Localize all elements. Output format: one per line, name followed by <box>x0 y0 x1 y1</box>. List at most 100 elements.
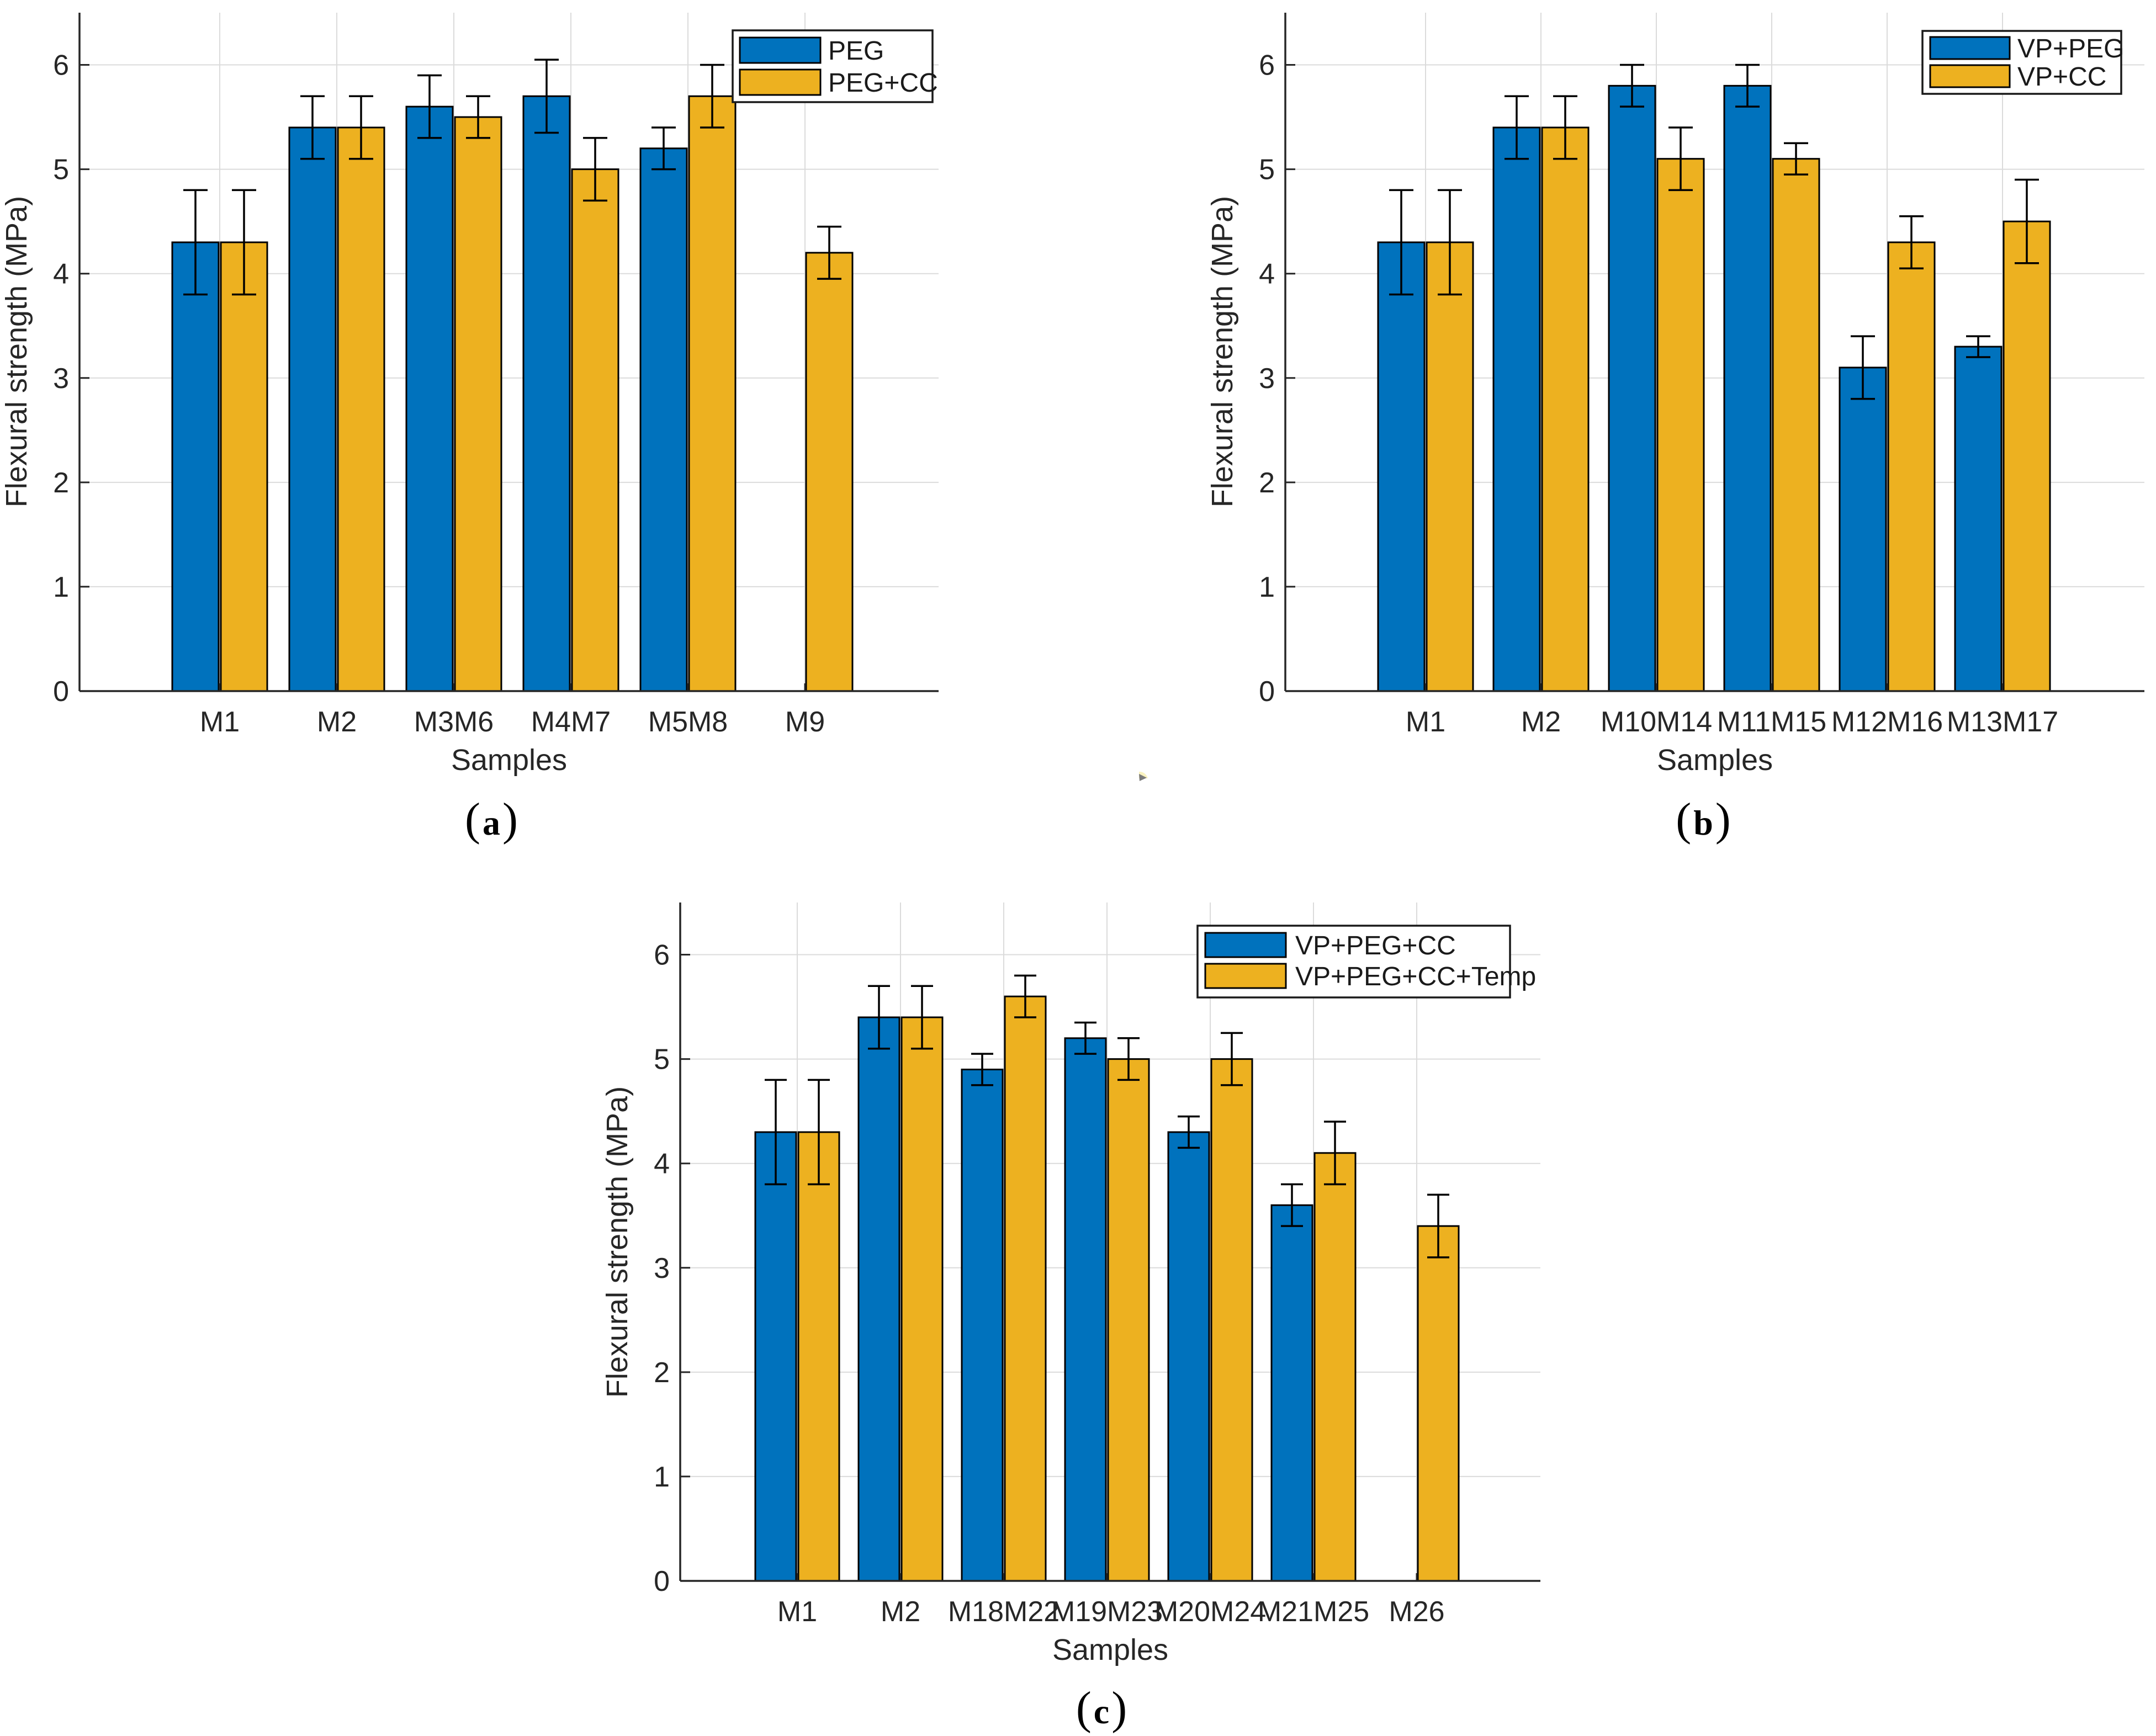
bar-PEG-M3M6 <box>405 105 454 692</box>
caption-a-close: ) <box>502 794 518 845</box>
bar-VP+PEG+CC-M18M22 <box>961 1069 1004 1582</box>
error-bar <box>808 1079 830 1186</box>
error-bar <box>1620 63 1644 108</box>
error-bar <box>1074 1021 1096 1055</box>
error-bar <box>1324 1121 1346 1186</box>
error-bar <box>700 63 724 129</box>
error-bar <box>1389 189 1413 296</box>
error-bar <box>1899 215 1924 269</box>
y-tick-label: 0 <box>53 676 69 708</box>
error-bar <box>183 189 208 296</box>
y-tick-label: 1 <box>654 1461 670 1493</box>
category-label: M4M7 <box>531 706 611 738</box>
legend-label: VP+PEG+CC+Temp <box>1295 962 1536 991</box>
bar-VP+CC-M10M14 <box>1656 158 1705 692</box>
y-tick-label: 2 <box>654 1357 670 1389</box>
error-bar <box>1966 335 1990 358</box>
bar-VP+PEG+CC-M1 <box>754 1131 797 1582</box>
error-bar <box>417 74 442 139</box>
y-tick-label: 3 <box>654 1252 670 1284</box>
bar-PEG+CC-M5M8 <box>688 95 737 692</box>
bar-VP+PEG+CC+Temp-M1 <box>797 1131 840 1582</box>
bar-VP+CC-M13M17 <box>2003 220 2051 692</box>
x-axis-label: Samples <box>1657 744 1773 777</box>
bar-PEG-M1 <box>171 241 220 692</box>
y-tick-label: 2 <box>1259 467 1275 499</box>
caption-c-close: ) <box>1111 1682 1127 1734</box>
y-tick-label: 3 <box>1259 363 1275 395</box>
error-bar <box>1281 1183 1303 1227</box>
y-tick-label: 4 <box>53 258 69 290</box>
caption-b-close: ) <box>1715 794 1731 845</box>
error-bar <box>300 95 325 160</box>
y-tick-label: 5 <box>1259 154 1275 186</box>
legend-label: VP+PEG <box>2017 34 2124 63</box>
y-tick-label: 6 <box>1259 50 1275 82</box>
caption-c-open: ( <box>1076 1682 1092 1734</box>
bar-VP+PEG+CC-M20M24 <box>1167 1131 1210 1582</box>
category-label: M1 <box>200 706 240 738</box>
error-bar <box>1178 1115 1200 1149</box>
bar-PEG+CC-M2 <box>337 126 385 692</box>
bar-PEG+CC-M4M7 <box>571 168 619 692</box>
category-label: M13M17 <box>1947 706 2058 738</box>
error-bar <box>971 1053 993 1086</box>
error-bar <box>1221 1032 1243 1086</box>
bar-VP+PEG+CC-M21M25 <box>1270 1204 1313 1582</box>
legend-label: PEG+CC <box>828 68 938 98</box>
category-label: M19M23 <box>1051 1596 1163 1628</box>
caption-a: (a) <box>465 797 518 843</box>
legend-label: VP+CC <box>2017 62 2106 92</box>
error-bar <box>911 985 933 1050</box>
y-tick-label: 4 <box>654 1148 670 1180</box>
bar-VP+PEG-M13M17 <box>1954 346 2003 692</box>
category-label: M11M15 <box>1717 706 1826 738</box>
category-label: M21M25 <box>1258 1596 1369 1628</box>
category-label: M3M6 <box>414 706 494 738</box>
error-bar <box>583 137 607 202</box>
bar-VP+PEG-M2 <box>1492 126 1541 692</box>
bar-VP+PEG-M12M16 <box>1839 367 1887 692</box>
error-bar <box>1851 335 1875 400</box>
error-bar <box>1014 974 1036 1018</box>
legend-label: VP+PEG+CC <box>1295 931 1456 960</box>
error-bar <box>817 225 841 280</box>
error-bar <box>1668 126 1693 192</box>
error-bar <box>232 189 256 296</box>
y-axis-label: Flexural strength (MPa) <box>1206 196 1239 507</box>
bar-VP+PEG+CC+Temp-M26 <box>1417 1225 1460 1582</box>
error-bar <box>765 1079 787 1186</box>
error-bar <box>534 59 559 134</box>
category-label: M10M14 <box>1601 706 1712 738</box>
bar-PEG+CC-M9 <box>805 252 854 692</box>
error-bar <box>1735 63 1760 108</box>
category-label: M18M22 <box>948 1596 1060 1628</box>
bar-VP+PEG+CC+Temp-M20M24 <box>1210 1058 1253 1582</box>
error-bar <box>1427 1193 1449 1259</box>
error-bar <box>466 95 490 139</box>
y-axis-label: Flexural strength (MPa) <box>0 196 33 507</box>
category-label: M5M8 <box>648 706 728 738</box>
bar-PEG+CC-M3M6 <box>454 116 502 692</box>
chart-b: 0 1 2 3 4 5 6 M1 M2 M10M14 M11M15 M12M16 M13M17 Flexu… <box>1206 13 2144 777</box>
y-tick-label: 2 <box>53 467 69 499</box>
bar-VP+PEG+CC-M2 <box>857 1016 900 1582</box>
category-label: M1 <box>777 1596 817 1628</box>
legend-label: PEG <box>828 36 884 66</box>
category-label: M20M24 <box>1154 1596 1266 1628</box>
y-tick-label: 4 <box>1259 258 1275 290</box>
bar-PEG-M2 <box>288 126 337 692</box>
error-bar <box>1117 1037 1140 1081</box>
caption-b: (b) <box>1676 797 1731 843</box>
error-bar <box>2015 178 2039 264</box>
bar-VP+PEG+CC+Temp-M18M22 <box>1004 995 1047 1582</box>
y-tick-label: 1 <box>1259 571 1275 603</box>
bar-VP+CC-M1 <box>1426 241 1474 692</box>
caption-b-letter: b <box>1693 803 1713 842</box>
